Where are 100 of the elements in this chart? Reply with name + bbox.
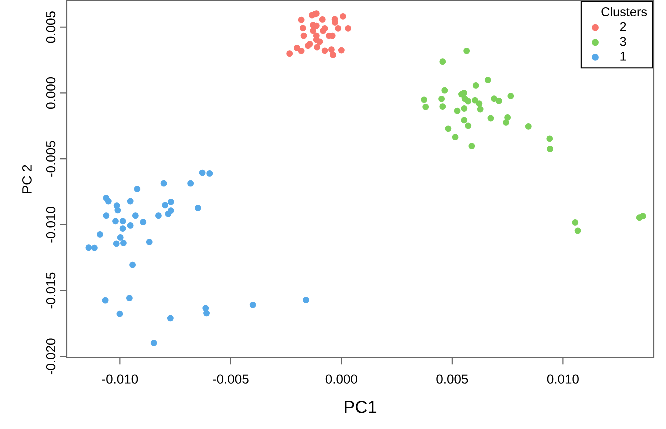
point (525, 123, 532, 130)
point (316, 38, 324, 46)
point (199, 170, 206, 176)
point (488, 115, 494, 122)
point (309, 12, 316, 19)
point (250, 302, 256, 308)
point (168, 208, 174, 214)
y-tick-label: 0.000 (46, 77, 56, 109)
point (113, 240, 120, 248)
point (440, 58, 446, 66)
point (202, 305, 210, 312)
point (477, 106, 484, 113)
point (640, 213, 646, 220)
point (300, 32, 308, 40)
point (464, 48, 470, 54)
x-tick-label: 0.005 (436, 374, 468, 384)
legend-label: 3 (620, 37, 626, 46)
point (105, 198, 112, 205)
point (114, 207, 122, 214)
point (97, 231, 104, 238)
point (294, 44, 300, 52)
point (442, 87, 448, 94)
point (503, 120, 510, 126)
point (460, 90, 468, 96)
point (168, 198, 174, 206)
point (146, 239, 153, 246)
point (126, 295, 133, 302)
point (116, 310, 124, 318)
point (86, 244, 92, 252)
point (298, 48, 305, 54)
point (546, 136, 554, 142)
point (150, 340, 158, 346)
point (330, 52, 336, 58)
point (438, 96, 446, 102)
x-tick-label: 0.000 (326, 374, 358, 384)
point (206, 170, 214, 177)
point (461, 106, 468, 112)
point (112, 218, 119, 225)
point (340, 13, 346, 20)
point (504, 114, 512, 121)
point (91, 244, 98, 252)
point (454, 108, 461, 114)
point (472, 82, 480, 89)
legend-title: Clusters (602, 7, 648, 17)
point (508, 93, 514, 100)
y-tick-label: -0.020 (46, 338, 56, 375)
point (465, 98, 472, 105)
point (440, 104, 446, 110)
point (117, 234, 124, 241)
legend-label: 2 (620, 22, 626, 32)
point (140, 219, 147, 226)
point (322, 48, 328, 54)
y-tick-label: 0.005 (46, 12, 56, 44)
point (298, 16, 305, 24)
point (484, 77, 492, 84)
point (310, 28, 317, 34)
point (445, 126, 452, 132)
x-tick-label: -0.010 (102, 374, 138, 384)
point (452, 134, 459, 141)
point (461, 117, 468, 124)
point (468, 143, 476, 150)
point (547, 146, 554, 152)
point (127, 222, 134, 229)
y-tick-label: -0.005 (46, 141, 56, 177)
point (491, 96, 498, 102)
point (120, 226, 126, 232)
point (132, 212, 139, 220)
point (103, 212, 110, 220)
point (572, 220, 579, 226)
point (162, 202, 169, 209)
point (421, 96, 428, 104)
point (204, 310, 210, 317)
y-tick-label: -0.015 (46, 272, 56, 309)
point (188, 180, 194, 187)
x-tick-label: -0.005 (213, 374, 249, 384)
point (319, 16, 326, 23)
point (102, 297, 109, 304)
x-tick-label: 0.010 (547, 374, 579, 384)
y-tick-label: -0.010 (46, 207, 56, 243)
point (303, 297, 310, 304)
point (286, 50, 294, 58)
point (574, 228, 582, 234)
point (314, 44, 321, 51)
point (320, 28, 326, 34)
point (156, 212, 162, 220)
x-axis-title: PC1 (345, 401, 377, 414)
point (130, 262, 136, 268)
point (127, 198, 134, 205)
point (167, 315, 174, 322)
point (335, 25, 342, 32)
legend-label: 1 (620, 52, 626, 61)
point (465, 122, 472, 130)
y-axis-title: PC 2 (22, 165, 32, 194)
point (134, 186, 141, 192)
point (338, 47, 345, 54)
point (345, 25, 352, 32)
point (300, 25, 306, 32)
point (422, 104, 430, 110)
point (328, 46, 335, 54)
point (160, 180, 168, 187)
